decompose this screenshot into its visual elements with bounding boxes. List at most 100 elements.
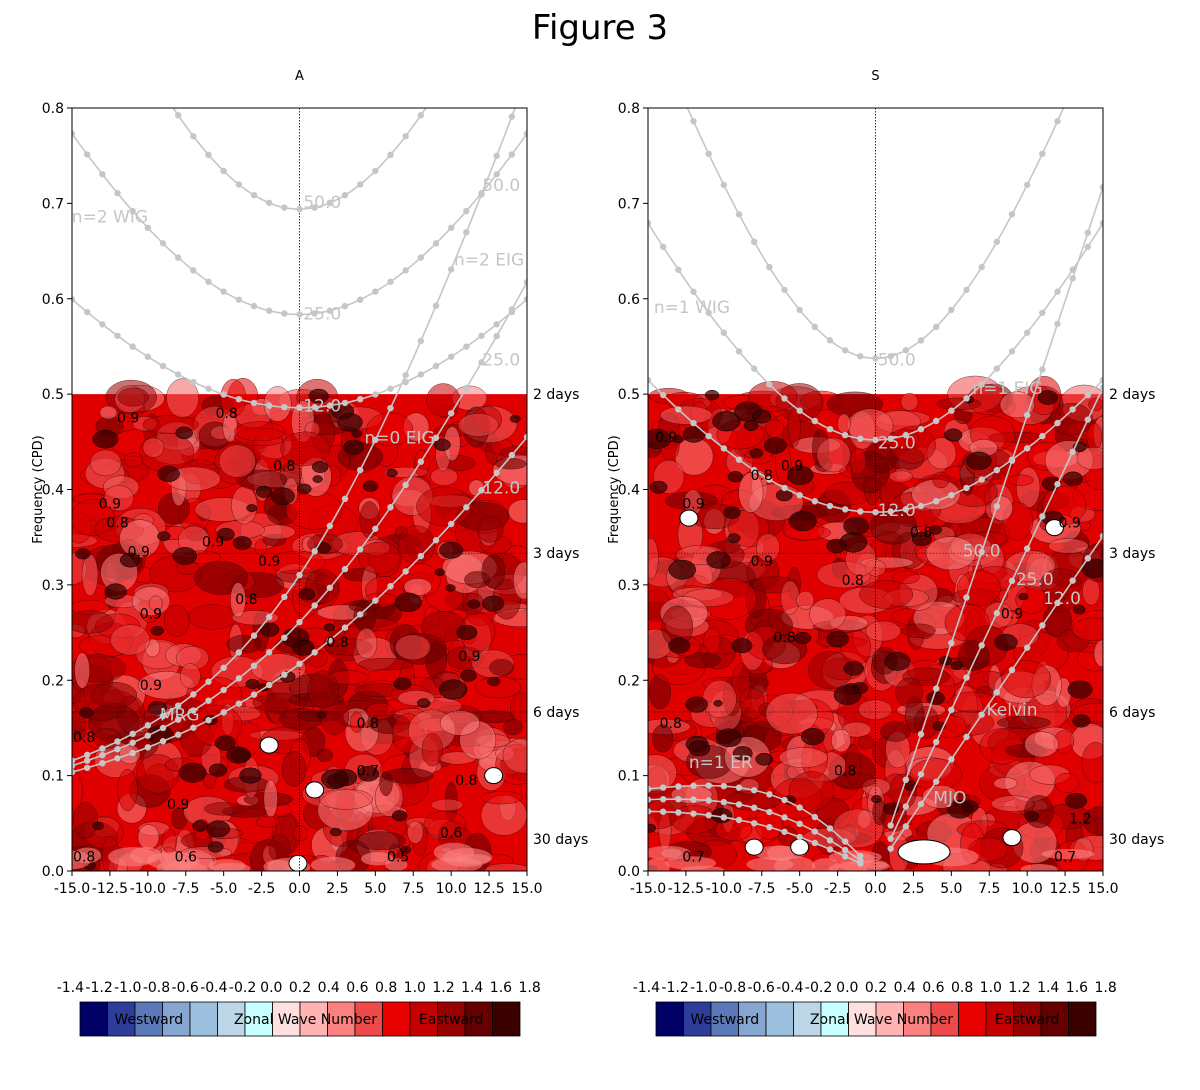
heatmap-peak [928,525,942,535]
y-tick-label: 0.1 [42,769,64,785]
heatmap-peak [1024,810,1040,822]
curve-marker [841,838,849,845]
curve-marker [144,744,152,751]
heatmap-cell [142,437,165,458]
curve-marker [235,395,243,403]
curve-marker [432,537,440,544]
curve-marker [220,664,227,671]
curve-marker [83,751,91,759]
curve-marker [190,267,197,274]
heatmap-peak [206,820,230,838]
curve-marker [190,691,197,698]
heatmap-cell [1082,577,1100,606]
curve-marker [826,837,834,844]
curve-marker [902,823,910,830]
contour-label: 0.8 [73,730,95,746]
curve-marker [1099,376,1103,384]
heatmap-cell [495,458,527,470]
heatmap-peak [270,487,295,505]
heatmap [72,377,527,871]
contour-label: 0.8 [235,592,257,608]
heatmap-cell [292,825,308,842]
heatmap-cell [474,676,522,699]
heatmap-peak [871,795,882,804]
curve-marker [159,712,167,720]
colorbar-swatch [217,1001,246,1037]
curve-marker [326,307,334,314]
heatmap-peak [394,592,422,612]
heatmap-cell [764,419,785,438]
curve-marker [174,254,182,261]
heatmap-peak [147,701,168,715]
curve-marker [281,403,288,411]
colorbar-tick-label: 1.2 [1008,980,1030,996]
curve-marker [1054,320,1061,328]
heatmap-cell [1015,585,1048,614]
curve-marker [417,112,425,119]
curve-marker [978,548,985,556]
contour-label: 0.9 [655,430,677,446]
curve-marker [447,520,455,528]
curve-marker [1008,577,1016,585]
curve-marker [675,809,682,816]
curve-marker [796,804,803,811]
curve-marker [675,266,682,273]
curve-marker [750,365,758,372]
curve-marker [114,332,121,339]
contour-label: 0.9 [202,535,224,551]
period-label: 30 days [533,832,588,848]
colorbar-tick-label: -0.6 [172,980,199,996]
curve-marker [660,49,666,55]
heatmap-peak [445,584,456,592]
heatmap-cell [489,659,515,676]
heatmap-cell [1086,423,1103,451]
heatmap-peak [172,547,198,565]
contour-label: 0.9 [1001,606,1023,622]
heatmap-cell [281,751,307,787]
contour-label: 0.9 [140,606,162,622]
curve-label: MRG [160,705,200,725]
curve-marker [766,381,773,388]
heatmap-peak [351,429,363,438]
y-tick-label: 0.7 [618,196,640,212]
curve-marker [72,768,76,776]
heatmap-cell [81,553,99,597]
curve-marker [675,783,682,790]
curve-marker [493,321,500,328]
curve-marker [83,757,91,764]
curve-marker [705,309,712,316]
x-tick-label: -5.0 [786,881,813,897]
heatmap-peak [1072,714,1091,728]
curve-marker [648,808,652,815]
curve-marker [720,798,728,806]
heatmap-cell [895,677,923,708]
curve-marker [114,189,121,197]
curve-marker [447,266,455,273]
colorbar-swatch [710,1001,739,1037]
panel-title: S [871,69,879,84]
contour-label: 0.9 [781,458,803,474]
heatmap-peak [79,707,94,718]
heatmap-peak [672,435,684,444]
heatmap-peak [386,468,398,477]
curve-marker [887,353,894,360]
heatmap-peak [1018,593,1029,601]
curve-marker [705,150,712,158]
curve-marker [690,288,697,295]
heatmap-peak [439,541,463,559]
heatmap-cell [880,721,911,742]
curve-marker [1023,411,1031,419]
period-label: 3 days [533,546,579,562]
colorbar-tick-label: 1.4 [461,980,483,996]
heatmap-cell [1082,806,1103,836]
heatmap-peak [245,679,260,690]
heatmap-peak [755,752,773,766]
curve-marker [311,310,318,317]
curve-marker [372,391,379,398]
heatmap-peak [743,420,759,431]
curve-marker [114,746,121,753]
curve-marker [432,240,440,247]
heatmap-cell [358,657,415,671]
curve-marker [857,852,864,860]
